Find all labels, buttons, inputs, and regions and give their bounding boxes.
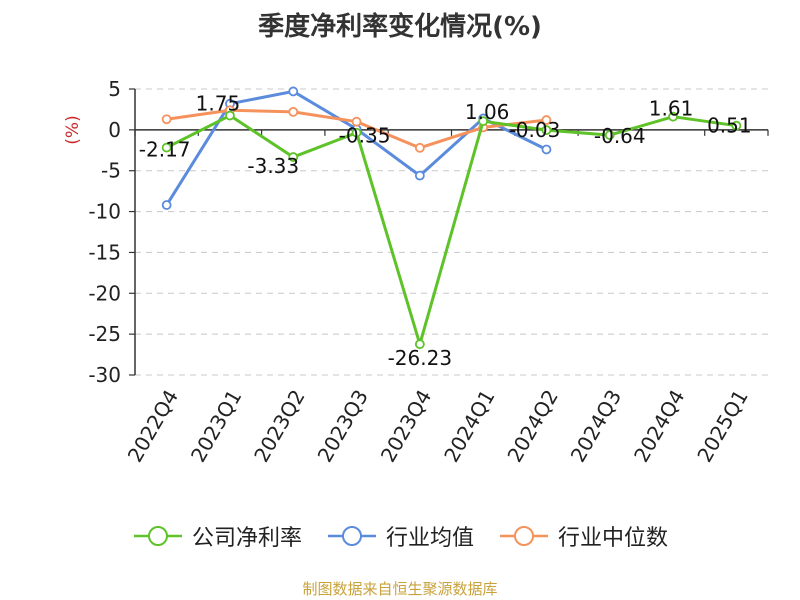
legend-item[interactable]: 行业均值	[326, 520, 474, 552]
data-label: -2.17	[139, 138, 191, 162]
data-point	[541, 125, 552, 136]
data-point	[414, 339, 425, 350]
y-tick-label: -25	[88, 322, 121, 346]
data-point	[225, 110, 235, 121]
x-tick-label: 2023Q3	[313, 386, 373, 467]
x-tick-label: 2024Q2	[502, 386, 562, 467]
data-point	[288, 86, 299, 97]
data-label: -0.64	[594, 124, 646, 148]
data-label: -0.03	[509, 118, 561, 142]
legend-item[interactable]: 行业中位数	[498, 520, 668, 552]
legend-marker	[514, 526, 534, 546]
x-tick-label: 2024Q3	[566, 386, 626, 467]
data-point	[288, 106, 299, 117]
y-tick-label: -30	[88, 363, 121, 387]
x-tick-label: 2025Q1	[692, 386, 752, 467]
legend-item[interactable]: 公司净利率	[132, 520, 302, 552]
source-note: 制图数据来自恒生聚源数据库	[302, 580, 498, 598]
data-label: 0.51	[707, 114, 752, 138]
legend-swatch	[133, 526, 182, 546]
data-label: -3.33	[247, 154, 299, 178]
legend-label: 公司净利率	[191, 526, 302, 551]
x-tick-label: 2024Q4	[629, 386, 689, 467]
data-point	[731, 120, 742, 131]
data-point	[541, 144, 552, 155]
x-tick-label: 2023Q4	[376, 386, 436, 467]
data-point	[604, 130, 615, 140]
data-point	[161, 142, 172, 153]
legend-marker	[147, 526, 168, 546]
y-axis-label: (%)	[63, 115, 83, 144]
legend-swatch	[500, 526, 548, 546]
y-tick-label: -20	[88, 281, 121, 305]
y-tick-label: -5	[101, 159, 121, 183]
data-point	[414, 170, 425, 181]
data-point	[668, 111, 678, 122]
data-point	[478, 116, 489, 127]
data-label: -26.23	[388, 346, 452, 370]
y-tick-label: 0	[108, 118, 121, 142]
y-tick-label: -15	[88, 240, 121, 264]
y-axis-label-group: (%)	[63, 115, 83, 144]
legend: 公司净利率 行业均值 行业中位数	[0, 520, 800, 552]
data-point	[351, 127, 362, 138]
data-point	[351, 116, 362, 127]
legend-label: 行业均值	[385, 526, 474, 551]
data-point	[541, 115, 552, 125]
data-point	[161, 200, 172, 210]
data-label: -0.35	[339, 124, 391, 148]
data-point	[414, 142, 425, 153]
y-tick-label: 5	[108, 77, 121, 101]
x-tick-label: 2023Q2	[249, 386, 309, 467]
data-point	[161, 114, 172, 125]
data-label: 1.75	[196, 92, 241, 116]
x-tick-label: 2023Q1	[186, 386, 246, 467]
data-label: 1.61	[649, 97, 694, 121]
y-tick-label: -10	[88, 200, 121, 224]
data-label: 1.06	[465, 100, 510, 124]
series-lines	[161, 86, 742, 350]
x-tick-label: 2022Q4	[123, 386, 183, 467]
x-tick-label: 2024Q1	[439, 386, 499, 467]
legend-label: 行业中位数	[558, 526, 669, 551]
legend-marker	[341, 526, 362, 546]
data-point	[288, 152, 299, 162]
data-labels: -2.171.75 -3.33 -0.35 -26.23 1.06-0.03 -0.641…	[139, 92, 752, 371]
chart-title: 季度净利率变化情况(%)	[258, 12, 542, 42]
legend-swatch	[327, 526, 376, 546]
series-line	[165, 114, 737, 346]
